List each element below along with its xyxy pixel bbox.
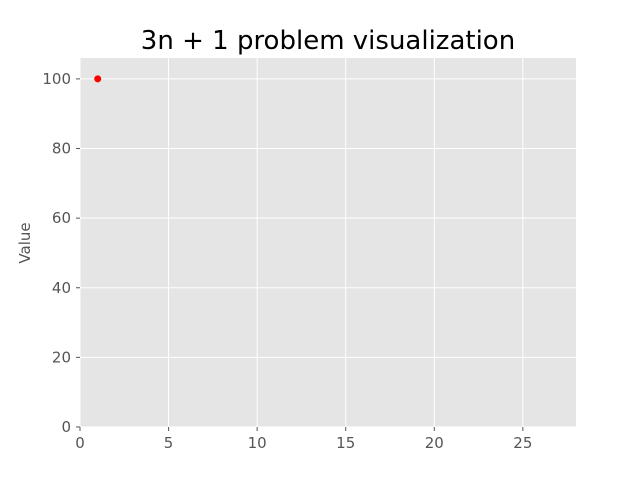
data-point <box>94 75 102 83</box>
x-tick-label: 15 <box>336 434 355 452</box>
x-tick-label: 20 <box>425 434 444 452</box>
y-tick-label: 40 <box>52 279 71 297</box>
x-tick-label: 10 <box>248 434 267 452</box>
y-tick-label: 60 <box>52 209 71 227</box>
y-tick-label: 80 <box>52 140 71 158</box>
x-tick-label: 25 <box>513 434 532 452</box>
x-tick-label: 0 <box>75 434 85 452</box>
y-tick-label: 100 <box>42 70 71 88</box>
x-tick-label: 5 <box>164 434 174 452</box>
plot-area <box>80 58 576 427</box>
grid-lines <box>79 58 576 428</box>
y-tick-label: 20 <box>52 348 71 366</box>
y-axis-label: Value <box>16 222 34 263</box>
y-tick-label: 0 <box>61 418 71 436</box>
chart-title: 3n + 1 problem visualization <box>141 26 515 56</box>
data-points <box>94 75 102 83</box>
axis-ticks: 0 5 10 15 20 25 0 20 40 60 80 100 <box>42 70 532 452</box>
